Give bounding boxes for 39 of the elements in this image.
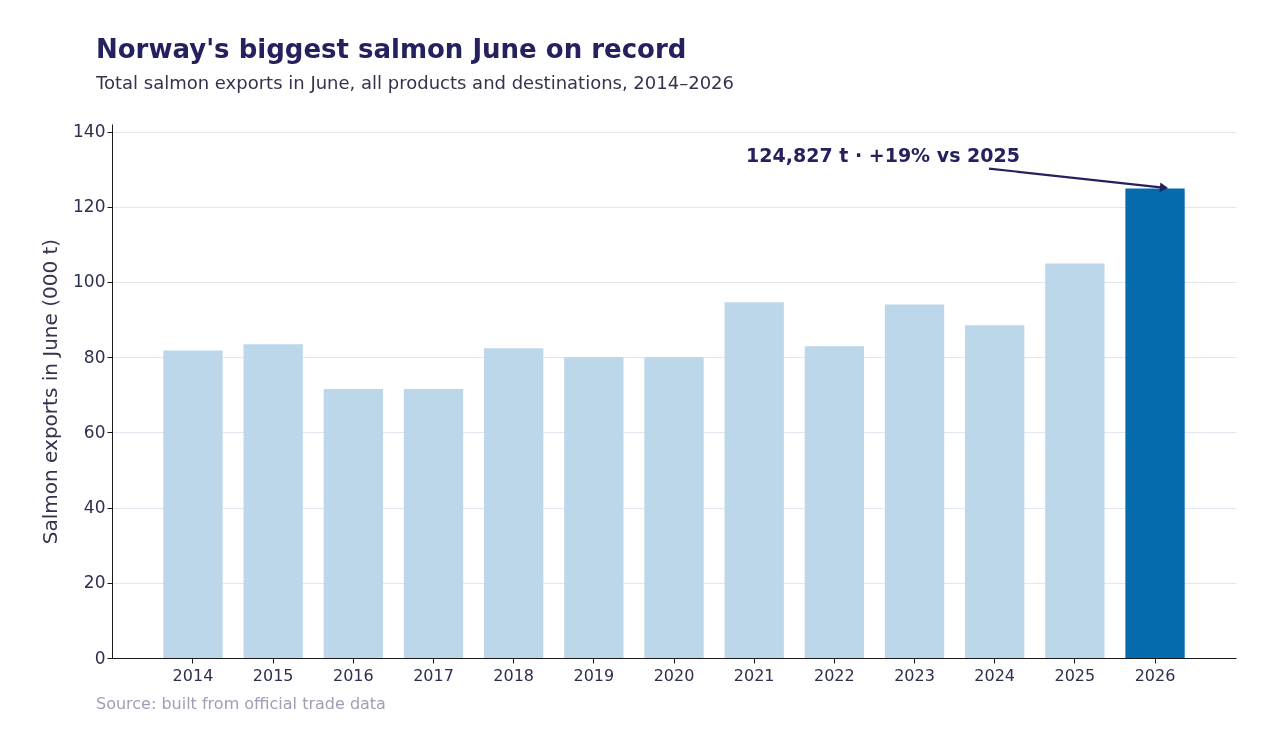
y-tick-label: 60 (83, 421, 106, 442)
bar (1045, 263, 1105, 658)
bar (965, 325, 1025, 658)
bar (804, 346, 865, 658)
y-tick-label: 120 (73, 196, 106, 217)
y-tick-label: 20 (83, 572, 106, 593)
x-tick-label: 2015 (252, 665, 294, 685)
bar (1125, 188, 1185, 658)
bar (163, 350, 223, 658)
x-tick-label: 2025 (1054, 665, 1096, 685)
y-tick-label: 80 (83, 346, 106, 367)
y-tick-label: 40 (83, 497, 106, 518)
x-tick-label: 2026 (1134, 665, 1176, 685)
x-tick-label: 2019 (573, 665, 615, 685)
bar (243, 344, 303, 658)
x-tick-label: 2023 (894, 665, 935, 685)
y-tick-label: 100 (73, 271, 106, 292)
x-tick-label: 2021 (733, 665, 775, 685)
x-tick-label: 2024 (974, 665, 1016, 685)
y-tick-label: 140 (73, 121, 106, 142)
annotation: 124,827 t · +19% vs 2025 (746, 143, 1020, 166)
y-axis-title: Salmon exports in June (000 t) (38, 238, 63, 545)
x-tick-label: 2014 (172, 665, 214, 685)
x-tick-label: 2020 (653, 665, 695, 685)
y-tick-label: 0 (94, 647, 106, 668)
chart-subtitle: Total salmon exports in June, all products and destinations, 2014–2026 (95, 71, 734, 93)
bar (644, 357, 704, 658)
bar (323, 389, 383, 658)
bar (403, 389, 464, 658)
bar (564, 357, 624, 658)
chart-title: Norway's biggest salmon June on record (96, 33, 687, 64)
bar (724, 302, 784, 658)
x-tick-label: 2022 (813, 665, 855, 685)
source-note: Source: built from official trade data (96, 694, 386, 713)
bar (884, 304, 945, 658)
x-tick-label: 2018 (493, 665, 535, 685)
x-tick-label: 2016 (332, 665, 374, 685)
bar (483, 348, 544, 658)
x-tick-label: 2017 (413, 665, 454, 685)
